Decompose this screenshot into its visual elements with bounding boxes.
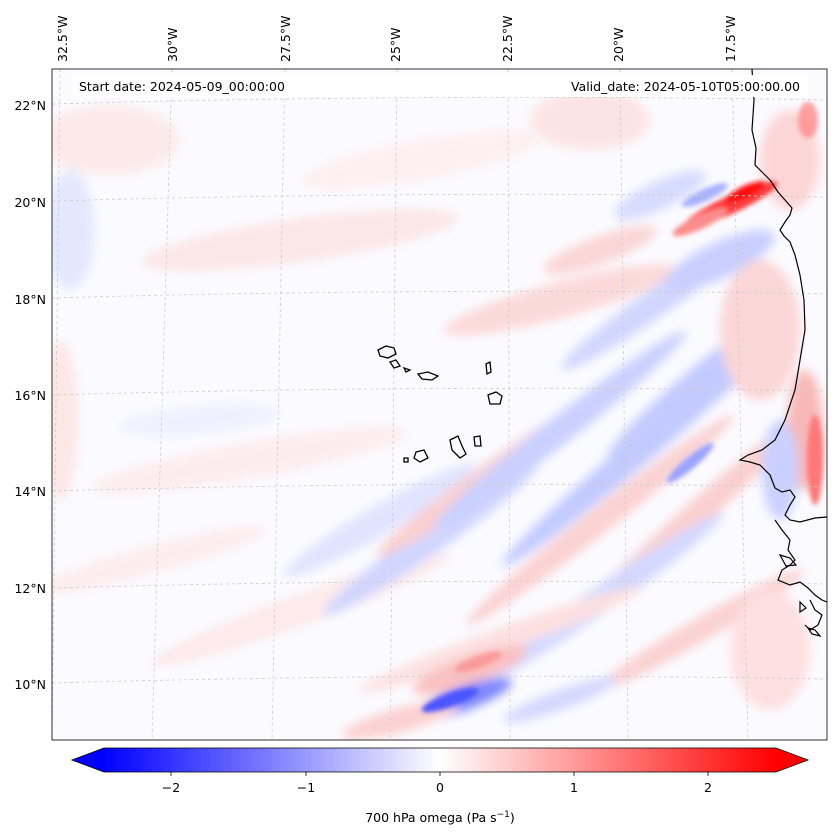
colorbar: −2 −1 0 1 2 700 hPa omega (Pa s−1): [70, 747, 810, 825]
parallel-16N: [52, 387, 827, 396]
coastlines: [738, 69, 827, 638]
lat-label-18N: 18°N: [14, 292, 46, 307]
omega-strong-features: [421, 102, 823, 713]
meridian-22.5W: [507, 69, 511, 740]
parallel-18N: [52, 290, 827, 299]
lat-label-20N: 20°N: [14, 195, 46, 210]
africa-coastline: [738, 69, 827, 523]
colorbar-tick-marks: [170, 772, 709, 776]
lon-label-22.5W: 22.5°W: [500, 16, 515, 62]
colorbar-label: 700 hPa omega (Pa s−1): [365, 810, 515, 825]
omega-field: [52, 90, 823, 740]
cape-verde-islands: [377, 345, 503, 463]
lat-label-16N: 16°N: [14, 388, 46, 403]
island-fogo: [413, 449, 429, 463]
lat-label-14N: 14°N: [14, 484, 46, 499]
meridian-17.5W: [731, 69, 749, 740]
coast-islet: [778, 554, 798, 567]
island-brava: [403, 457, 409, 463]
gridlines: [52, 69, 827, 740]
map-frame: [51, 68, 828, 741]
colorbar-label-sup: −1: [497, 810, 510, 820]
island-sao-nicolau: [416, 371, 440, 381]
cb-tick-label-m1: −1: [297, 780, 315, 795]
cb-tick-label-0: 0: [436, 780, 444, 795]
island-santiago: [449, 435, 467, 459]
guinea-bissau-coast: [774, 519, 827, 603]
lon-label-27.5W: 27.5°W: [278, 16, 293, 62]
lon-label-20W: 20°W: [611, 27, 626, 62]
parallel-12N: [52, 580, 827, 589]
meridian-32.5W: [52, 69, 61, 740]
cb-tick-label-m2: −2: [162, 780, 180, 795]
meridian-27.5W: [271, 69, 286, 740]
island-santo-antao: [377, 345, 397, 359]
latitude-labels: 22°N 20°N 18°N 16°N 14°N 12°N 10°N: [14, 98, 46, 692]
island-santa-luzia: [402, 366, 412, 373]
parallel-20N: [52, 193, 827, 202]
lon-label-17.5W: 17.5°W: [723, 16, 738, 62]
meridian-20W: [619, 69, 629, 740]
date-strip: [72, 75, 808, 97]
colorbar-extend-max: [776, 748, 808, 772]
parallel-14N: [52, 483, 827, 492]
valid-date-label: Valid_date: 2024-05-10T05:00:00.00: [571, 79, 800, 94]
meridian-30W: [151, 69, 173, 740]
longitude-labels: 32.5°W 30°W 27.5°W 25°W 22.5°W 20°W 17.5…: [55, 16, 738, 62]
parallel-22N: [52, 96, 827, 105]
lat-label-22N: 22°N: [14, 98, 46, 113]
meridian-25W: [389, 69, 398, 740]
start-date-label: Start date: 2024-05-09_00:00:00: [79, 79, 285, 94]
map-panel: Start date: 2024-05-09_00:00:00 Valid_da…: [52, 69, 827, 740]
cb-tick-label-2: 2: [704, 780, 712, 795]
coast-islet-2: [799, 600, 807, 614]
cb-tick-label-1: 1: [570, 780, 578, 795]
colorbar-extend-min: [72, 748, 104, 772]
bissau-islet: [806, 626, 822, 638]
lat-label-10N: 10°N: [14, 677, 46, 692]
colorbar-gradient: [104, 748, 776, 772]
island-sao-vicente: [388, 359, 402, 369]
parallel-10N: [52, 675, 827, 684]
lat-label-12N: 12°N: [14, 581, 46, 596]
colorbar-label-main: 700 hPa omega (Pa s: [365, 810, 496, 825]
island-sal: [485, 360, 492, 376]
colorbar-outline: [70, 747, 810, 773]
lon-label-32.5W: 32.5°W: [55, 16, 70, 62]
island-boa-vista: [487, 391, 503, 405]
lon-label-30W: 30°W: [165, 27, 180, 62]
colorbar-label-end: ): [510, 810, 515, 825]
island-maio: [473, 435, 482, 447]
lon-label-25W: 25°W: [388, 27, 403, 62]
